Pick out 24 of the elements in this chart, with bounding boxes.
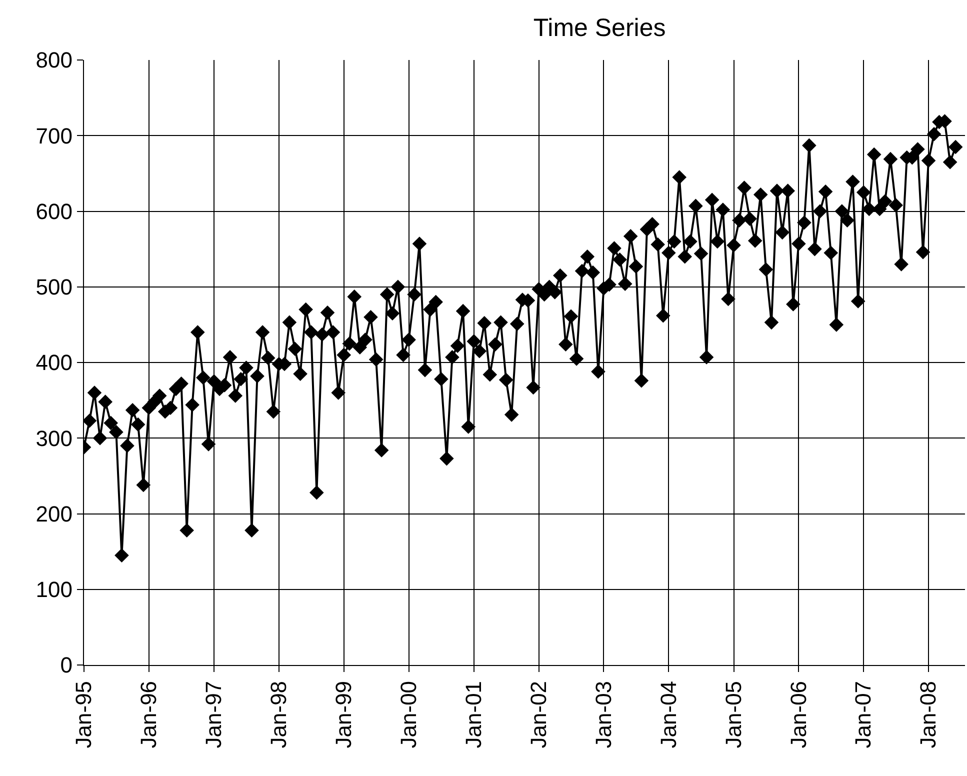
- x-tick-label: Jan-01: [461, 680, 486, 748]
- x-tick-label: Jan-06: [786, 680, 811, 748]
- y-tick-label: 100: [36, 577, 72, 602]
- x-tick-label: Jan-96: [136, 680, 162, 748]
- x-tick-label: Jan-03: [590, 680, 616, 748]
- x-tick-label: Jan-99: [331, 680, 356, 748]
- y-tick-label: 500: [36, 274, 72, 300]
- x-tick-label: Jan-04: [656, 680, 681, 748]
- chart-title: Time Series: [533, 14, 666, 42]
- y-tick-label: 600: [36, 198, 72, 224]
- x-tick-label: Jan-95: [71, 680, 96, 748]
- y-tick-label: 800: [36, 48, 72, 73]
- x-tick-label: Jan-00: [396, 680, 421, 748]
- y-tick-label: 300: [36, 426, 72, 451]
- x-tick-label: Jan-98: [266, 680, 292, 748]
- x-tick-label: Jan-05: [720, 680, 746, 748]
- y-tick-label: 400: [36, 350, 72, 376]
- x-tick-label: Jan-08: [916, 680, 941, 748]
- y-tick-label: 200: [36, 501, 72, 526]
- x-tick-label: Jan-07: [850, 680, 876, 748]
- x-tick-label: Jan-02: [526, 680, 551, 748]
- y-tick-label: 0: [60, 652, 72, 678]
- x-tick-label: Jan-97: [201, 680, 226, 748]
- y-tick-label: 700: [36, 123, 72, 148]
